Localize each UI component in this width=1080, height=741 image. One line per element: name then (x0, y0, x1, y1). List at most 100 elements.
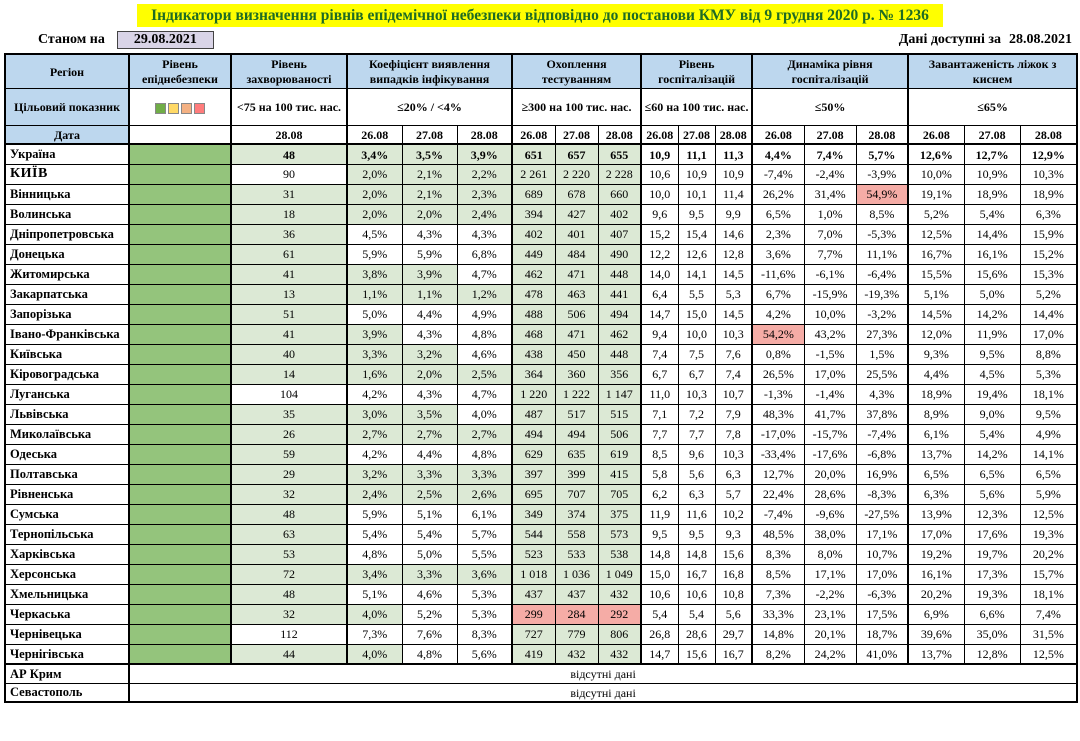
detection-rate-value: 4,8% (401, 643, 458, 665)
detection-rate-value: 4,8% (456, 323, 513, 345)
testing-coverage-value: 2 220 (554, 163, 599, 185)
hospitalization-dynamics-value: 23,1% (803, 603, 857, 625)
detection-rate-value: 2,5% (456, 363, 513, 385)
hospitalization-dynamics-value: 3,6% (751, 243, 805, 265)
hospitalization-level-value: 7,1 (640, 403, 679, 425)
testing-coverage-value: 397 (511, 463, 556, 485)
date-cell: 27.08 (554, 124, 599, 146)
hospitalization-level-value: 10,9 (714, 163, 753, 185)
detection-rate-value: 3,9% (346, 323, 403, 345)
hospitalization-dynamics-value: -17,6% (803, 443, 857, 465)
incidence-value: 59 (230, 443, 348, 465)
hospitalization-level-value: 10,6 (677, 583, 716, 605)
hospitalization-level-value: 6,7 (677, 363, 716, 385)
date-cell: 27.08 (677, 124, 716, 146)
oxygen-bed-occupancy-value: 19,3% (963, 583, 1021, 605)
detection-rate-value: 4,2% (346, 383, 403, 405)
testing-coverage-value: 360 (554, 363, 599, 385)
hospitalization-level-value: 15,2 (640, 223, 679, 245)
oxygen-bed-occupancy-value: 13,7% (907, 643, 965, 665)
epid-level-cell (128, 163, 232, 185)
hospitalization-dynamics-value: 17,0% (803, 363, 857, 385)
oxygen-bed-occupancy-value: 9,3% (907, 343, 965, 365)
oxygen-bed-occupancy-value: 19,4% (963, 383, 1021, 405)
incidence-value: 53 (230, 543, 348, 565)
epid-level-cell (128, 623, 232, 645)
hospitalization-level-value: 9,4 (640, 323, 679, 345)
incidence-value: 31 (230, 183, 348, 205)
hospitalization-level-value: 11,4 (714, 183, 753, 205)
incidence-value: 48 (230, 583, 348, 605)
region-name: Житомирська (4, 263, 130, 285)
epid-level-cell (128, 243, 232, 265)
header-region: Регіон (4, 53, 130, 89)
epid-level-cell (128, 143, 232, 165)
oxygen-bed-occupancy-value: 6,6% (963, 603, 1021, 625)
oxygen-bed-occupancy-value: 5,6% (963, 483, 1021, 505)
data-available-date: 28.08.2021 (1009, 32, 1072, 48)
region-name: Тернопільська (4, 523, 130, 545)
oxygen-bed-occupancy-value: 8,9% (907, 403, 965, 425)
hospitalization-dynamics-value: 31,4% (803, 183, 857, 205)
date-cell: 26.08 (907, 124, 965, 146)
hospitalization-level-value: 9,3 (714, 523, 753, 545)
table-row: Волинська 18 2,0% 2,0% 2,4% 394 427 402 9,6 9,5 9,… (4, 203, 1078, 225)
hospitalization-dynamics-value: 7,7% (803, 243, 857, 265)
incidence-value: 90 (230, 163, 348, 185)
hospitalization-dynamics-value: 8,5% (751, 563, 805, 585)
hospitalization-level-value: 7,5 (677, 343, 716, 365)
oxygen-bed-occupancy-value: 35,0% (963, 623, 1021, 645)
table-row: Донецька 61 5,9% 5,9% 6,8% 449 484 490 12,2 12,6 1… (4, 243, 1078, 265)
detection-rate-value: 2,0% (401, 203, 458, 225)
oxygen-bed-occupancy-value: 6,5% (963, 463, 1021, 485)
hospitalization-level-value: 9,6 (677, 443, 716, 465)
testing-coverage-value: 523 (511, 543, 556, 565)
hospitalization-dynamics-value: -6,1% (803, 263, 857, 285)
hospitalization-dynamics-value: 14,8% (751, 623, 805, 645)
testing-coverage-value: 364 (511, 363, 556, 385)
detection-rate-value: 2,2% (456, 163, 513, 185)
testing-coverage-value: 544 (511, 523, 556, 545)
header-epid-level: Рівень епіднебезпеки (128, 53, 232, 89)
testing-coverage-value: 471 (554, 323, 599, 345)
oxygen-bed-occupancy-value: 19,2% (907, 543, 965, 565)
hospitalization-dynamics-value: 17,1% (855, 523, 909, 545)
oxygen-bed-occupancy-value: 5,1% (907, 283, 965, 305)
hospitalization-level-value: 10,0 (640, 183, 679, 205)
testing-coverage-value: 494 (597, 303, 642, 325)
hospitalization-level-value: 14,8 (677, 543, 716, 565)
hospitalization-level-value: 29,7 (714, 623, 753, 645)
testing-coverage-value: 651 (511, 143, 556, 165)
oxygen-bed-occupancy-value: 19,3% (1019, 523, 1078, 545)
hospitalization-dynamics-value: 22,4% (751, 483, 805, 505)
oxygen-bed-occupancy-value: 12,5% (907, 223, 965, 245)
testing-coverage-value: 438 (511, 343, 556, 365)
detection-rate-value: 4,7% (456, 263, 513, 285)
detection-rate-value: 7,6% (401, 623, 458, 645)
testing-coverage-value: 506 (554, 303, 599, 325)
hospitalization-dynamics-value: 38,0% (803, 523, 857, 545)
epid-level-cell (128, 643, 232, 665)
hospitalization-level-value: 7,7 (677, 423, 716, 445)
hospitalization-dynamics-value: -19,3% (855, 283, 909, 305)
hospitalization-level-value: 7,8 (714, 423, 753, 445)
hospitalization-dynamics-value: 6,5% (751, 203, 805, 225)
hospitalization-dynamics-value: -11,6% (751, 263, 805, 285)
testing-coverage-value: 375 (597, 503, 642, 525)
target-oxygen-beds: ≤65% (907, 87, 1078, 126)
epid-level-cell (128, 503, 232, 525)
hospitalization-level-value: 16,7 (677, 563, 716, 585)
epid-level-cell (128, 283, 232, 305)
detection-rate-value: 5,5% (456, 543, 513, 565)
oxygen-bed-occupancy-value: 6,1% (907, 423, 965, 445)
hospitalization-dynamics-value: 48,3% (751, 403, 805, 425)
hospitalization-dynamics-value: -1,5% (803, 343, 857, 365)
detection-rate-value: 3,9% (456, 143, 513, 165)
hospitalization-level-value: 12,6 (677, 243, 716, 265)
detection-rate-value: 4,0% (456, 403, 513, 425)
hospitalization-level-value: 16,8 (714, 563, 753, 585)
hospitalization-level-value: 14,5 (714, 303, 753, 325)
epid-level-cell (128, 403, 232, 425)
hospitalization-level-value: 7,4 (714, 363, 753, 385)
detection-rate-value: 5,2% (401, 603, 458, 625)
